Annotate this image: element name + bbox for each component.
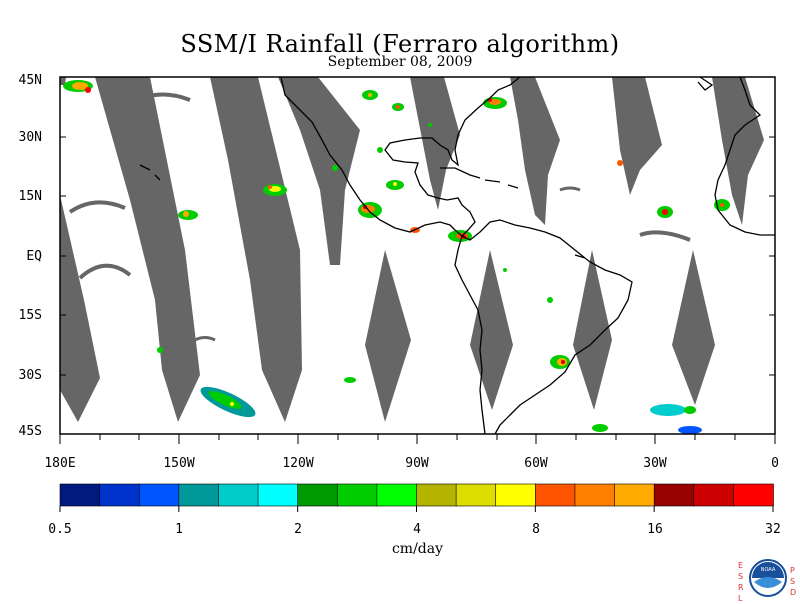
- colorbar-swatch: [257, 483, 299, 507]
- lat-label-30s: 30S: [18, 368, 42, 383]
- lat-label-45n: 45N: [18, 73, 42, 88]
- lon-label-150w: 150W: [163, 456, 195, 471]
- logo-seal-text: NOAA: [760, 567, 776, 573]
- colorbar-units: cm/day: [391, 541, 444, 557]
- swath-gap: [365, 250, 411, 422]
- colorbar-swatch: [59, 483, 101, 507]
- swath-gap: [410, 77, 460, 210]
- rain-cluster: [483, 97, 507, 109]
- swath-arc: [68, 200, 126, 214]
- swath-gap: [210, 77, 302, 422]
- lon-label-180e: 180E: [44, 456, 76, 471]
- lon-label-120w: 120W: [282, 456, 314, 471]
- colorbar-swatch: [535, 483, 576, 507]
- lon-label-0: 0: [771, 456, 779, 471]
- lon-label-30w: 30W: [643, 456, 667, 471]
- swath-gap: [672, 250, 715, 405]
- rain-cluster: [157, 123, 623, 353]
- colorbar: [59, 483, 774, 512]
- swath-gap: [712, 77, 764, 225]
- colorbar-label-2: 2: [294, 522, 302, 537]
- swath-arc: [559, 186, 581, 192]
- lat-label-15s: 15S: [18, 308, 42, 323]
- lat-label-45s: 45S: [18, 424, 42, 439]
- lat-label-30n: 30N: [18, 130, 42, 145]
- colorbar-swatch: [614, 483, 655, 507]
- swath-gap: [612, 77, 662, 195]
- map-ticks: [59, 136, 776, 444]
- colorbar-swatch: [218, 483, 259, 507]
- colorbar-swatch: [376, 483, 418, 507]
- lat-label-15n: 15N: [18, 189, 42, 204]
- rain-cluster: [650, 404, 702, 434]
- noaa-logo: E S R L NOAA P S D: [738, 558, 797, 603]
- swath-gap: [278, 77, 360, 265]
- colorbar-swatch: [574, 483, 616, 507]
- rain-cluster: [178, 210, 198, 220]
- colorbar-swatch: [653, 483, 695, 507]
- colorbar-swatch: [733, 483, 774, 507]
- rain-cluster: [63, 80, 93, 93]
- rain-cluster: [263, 184, 287, 196]
- lon-label-90w: 90W: [405, 456, 429, 471]
- colorbar-label-0-5: 0.5: [48, 522, 72, 537]
- rain-cluster: [592, 424, 608, 432]
- noaa-seal-icon: [749, 559, 787, 597]
- map-date: September 08, 2009: [327, 54, 473, 70]
- colorbar-swatch: [495, 483, 537, 507]
- swath-gap: [510, 77, 560, 225]
- coastline-europe-africa: [714, 76, 775, 236]
- rain-cluster: [362, 90, 378, 100]
- rain-cluster: [386, 180, 404, 190]
- swath-gap: [60, 195, 100, 422]
- colorbar-label-4: 4: [413, 522, 421, 537]
- swath-gaps: [60, 77, 764, 422]
- swath-arc: [78, 263, 132, 280]
- rain-cluster: [448, 230, 472, 242]
- swath-gap: [60, 77, 66, 85]
- colorbar-swatch: [178, 483, 220, 507]
- coastline-gulf: [384, 76, 521, 237]
- swath-gap: [95, 77, 200, 422]
- swath-arc: [194, 336, 216, 342]
- colorbar-swatch: [693, 483, 735, 507]
- colorbar-swatch: [336, 483, 378, 507]
- rain-cluster: [200, 386, 256, 418]
- colorbar-label-8: 8: [532, 522, 540, 537]
- colorbar-swatch: [99, 483, 141, 507]
- colorbar-label-1: 1: [175, 522, 183, 537]
- rain-cluster: [657, 206, 673, 218]
- swath-arc: [131, 92, 191, 104]
- coastline-greenland: [697, 76, 714, 91]
- rain-cluster: [550, 355, 570, 369]
- logo-left-letters: E S R L: [738, 561, 744, 603]
- rain-cluster: [392, 103, 404, 111]
- colorbar-swatch: [138, 483, 180, 507]
- map-frame: [59, 76, 776, 435]
- rain-cluster: [358, 202, 382, 218]
- swath-gap: [573, 250, 612, 410]
- colorbar-swatch: [297, 483, 339, 507]
- coastline-north-america: [280, 76, 463, 237]
- lon-label-60w: 60W: [524, 456, 548, 471]
- colorbar-swatch: [416, 483, 457, 507]
- coastline-south-america-west: [454, 235, 486, 435]
- map-title: SSM/I Rainfall (Ferraro algorithm): [180, 30, 620, 58]
- swath-arc: [639, 230, 691, 242]
- rain-cluster: [344, 377, 356, 383]
- coastline-south-america: [461, 219, 633, 435]
- colorbar-label-16: 16: [647, 522, 663, 537]
- swath-gap: [470, 250, 513, 410]
- coastline-islands: [139, 164, 586, 259]
- map-area: [59, 76, 776, 444]
- coastlines: [139, 76, 775, 435]
- logo-right-letters: P S D: [790, 566, 797, 597]
- colorbar-label-32: 32: [765, 522, 781, 537]
- colorbar-swatch: [455, 483, 497, 507]
- lat-label-eq: EQ: [26, 249, 42, 264]
- rain-clusters: [63, 80, 730, 434]
